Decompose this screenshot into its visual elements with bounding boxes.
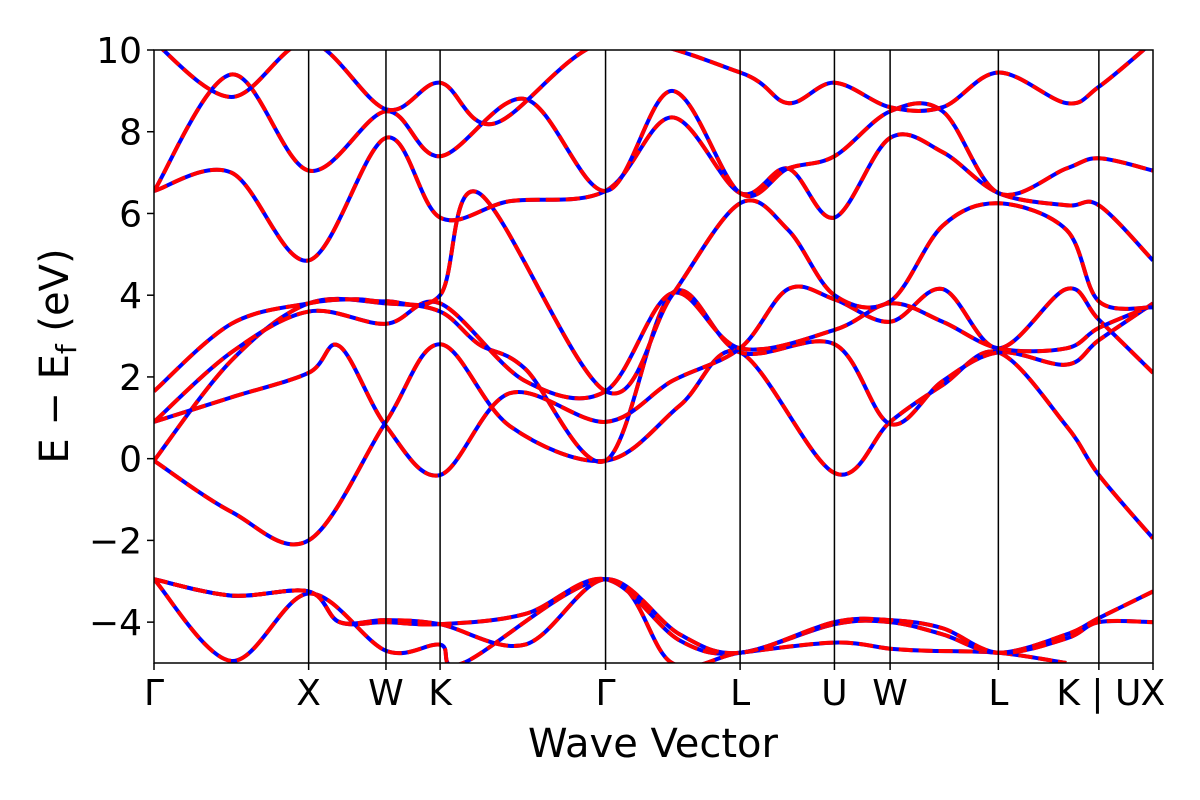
- band-line-9-blue: [154, 115, 1153, 263]
- y-tick-label-8: 10: [96, 31, 142, 72]
- x-tick-label-6: L: [730, 673, 750, 714]
- y-axis-title: E − Ef (eV): [32, 248, 83, 463]
- band-line-6-red: [154, 284, 1153, 478]
- x-tick-label-7: U: [821, 673, 847, 714]
- band-line-11-red: [160, 50, 1147, 127]
- band-line-7-red: [154, 290, 1153, 424]
- x-tick-label-1: Γ: [144, 673, 164, 714]
- kpoint-lines-layer: [307, 50, 1100, 663]
- y-tick-label-7: 8: [119, 113, 142, 154]
- band-line-8-blue: [154, 189, 1153, 396]
- band-line-8-red: [154, 189, 1153, 396]
- x-tick-label-9: L: [988, 673, 1008, 714]
- band-line-10-blue: [154, 72, 1153, 198]
- x-tick-label-2: X: [296, 673, 321, 714]
- y-axis-title-subscript: f: [50, 343, 83, 354]
- x-tick-label-4: K: [428, 673, 453, 714]
- band-line-1-red: [154, 577, 1067, 663]
- y-tick-label-5: 4: [119, 276, 142, 317]
- y-tick-label-4: 2: [119, 358, 142, 399]
- y-tick-label-3: 0: [119, 440, 142, 481]
- x-axis-title: Wave Vector: [528, 721, 779, 767]
- y-axis-ticks: −4 −2 0 2 4 6 8 10: [89, 31, 154, 644]
- band-line-10-red: [154, 72, 1153, 198]
- bands-layer: [154, 50, 1153, 663]
- y-axis-title-unit: (eV): [32, 248, 78, 344]
- x-tick-label-3: W: [368, 673, 404, 714]
- y-tick-label-2: −2: [89, 521, 142, 562]
- x-tick-label-5: Γ: [596, 673, 616, 714]
- band-line-3-red: [154, 577, 1153, 656]
- band-line-4-red: [154, 342, 1153, 547]
- band-line-9-red: [154, 115, 1153, 263]
- y-tick-label-1: −4: [89, 603, 142, 644]
- plot-frame: [153, 49, 1154, 664]
- x-tick-label-8: W: [872, 673, 908, 714]
- y-tick-label-6: 6: [119, 194, 142, 235]
- x-tick-label-11: X: [1141, 673, 1166, 714]
- x-tick-label-10: K | U: [1056, 673, 1141, 714]
- y-axis-title-main: E − E: [32, 354, 78, 464]
